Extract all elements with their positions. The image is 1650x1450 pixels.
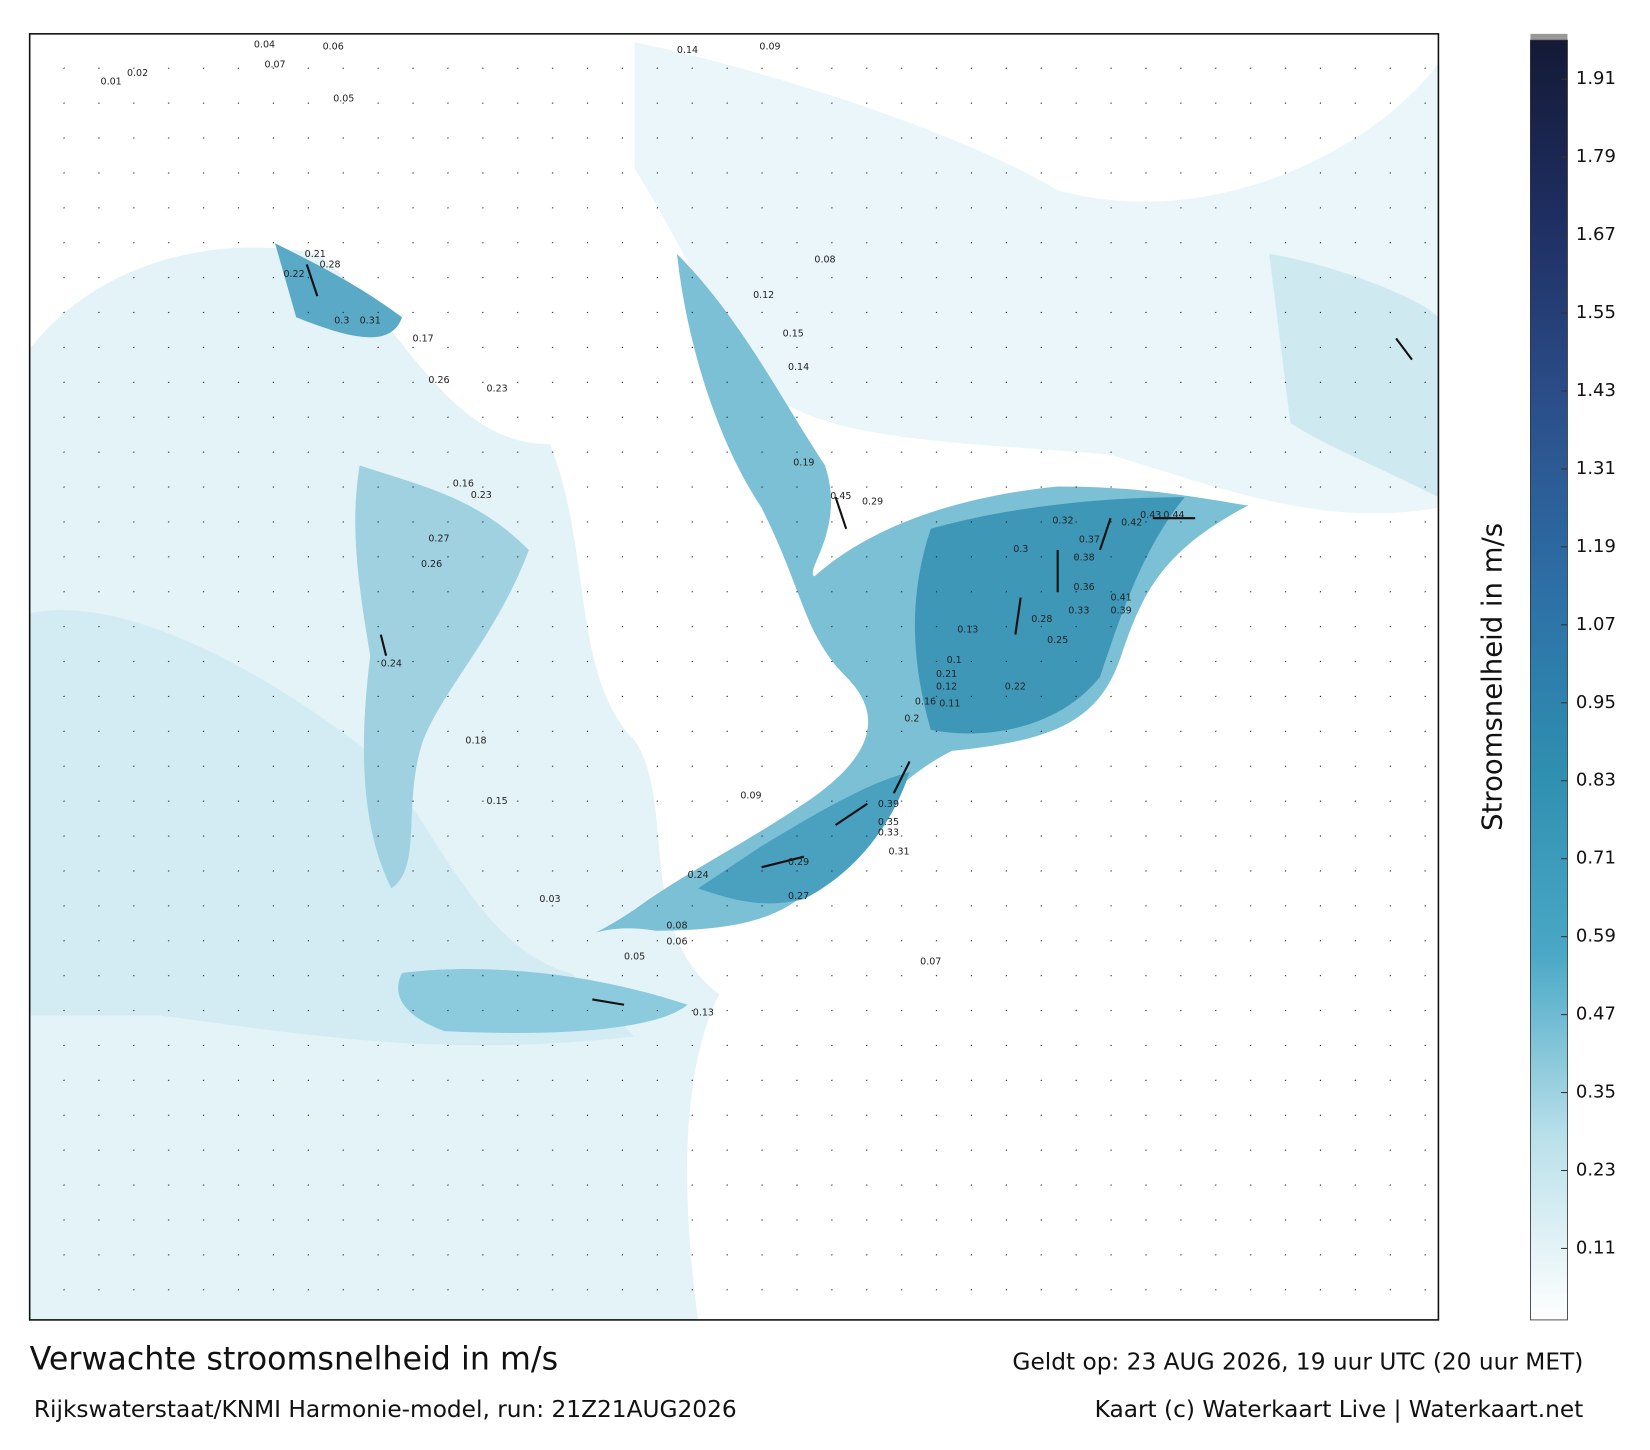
colorbar-cap [1530, 33, 1568, 41]
speed-label: 0.16 [453, 479, 474, 490]
map-area [29, 33, 1439, 1320]
colorbar-tick-label: 1.07 [1576, 614, 1616, 635]
speed-label: 0.24 [381, 658, 402, 669]
speed-label: 0.25 [1047, 635, 1068, 646]
valid-time: Geldt op: 23 AUG 2026, 19 uur UTC (20 uu… [1012, 1349, 1583, 1376]
colorbar-label: Stroomsnelheid in m/s [1476, 523, 1508, 831]
speed-label: 0.12 [936, 682, 957, 693]
speed-label: 0.01 [101, 77, 122, 88]
speed-label: 0.09 [759, 42, 780, 53]
speed-label: 0.12 [753, 290, 774, 301]
map-labels: 0.04 0.060.020.070.14 0.090.050.010.210.28… [101, 40, 1185, 1019]
speed-label: 0.11 [939, 698, 960, 709]
speed-label: 0.28 [1031, 614, 1052, 625]
speed-label: 0.08 [814, 254, 835, 265]
grid-dots [29, 33, 1439, 1320]
speed-label: 0.3 [1013, 544, 1028, 555]
speed-label: 0.18 [465, 736, 486, 747]
speed-label: 0.26 [421, 559, 442, 570]
speed-label: 0.45 [830, 491, 851, 502]
speed-label: 0.33 [878, 828, 899, 839]
speed-label: 0.28 [319, 260, 340, 271]
colorbar-tick-label: 1.19 [1576, 536, 1616, 557]
speed-label: 0.35 [878, 817, 899, 828]
speed-label: 0.21 [305, 249, 326, 260]
speed-label: 0.05 [333, 94, 354, 105]
speed-label: 0.06 [666, 936, 687, 947]
speed-label: 0.31 [888, 847, 909, 858]
speed-label: 0.24 [688, 870, 709, 881]
colorbar-tick-label: 0.59 [1576, 926, 1616, 947]
speed-label: 0.07 [920, 957, 941, 968]
colorbar-tick-label: 0.95 [1576, 692, 1616, 713]
speed-label: 0.22 [1005, 682, 1026, 693]
speed-label: 0.44 [1163, 510, 1184, 521]
speed-label: 0.42 [1121, 518, 1142, 529]
colorbar-tick-label: 0.35 [1576, 1082, 1616, 1103]
colorbar-tick-label: 0.71 [1576, 848, 1616, 869]
speed-label: 0.23 [471, 490, 492, 501]
speed-label: 0.41 [1111, 593, 1132, 604]
colorbar-tick-label: 0.47 [1576, 1004, 1616, 1025]
colorbar-tick-label: 1.79 [1576, 146, 1616, 167]
source: Rijkswaterstaat/KNMI Harmonie-model, run… [34, 1396, 737, 1423]
speed-label: 0.27 [788, 891, 809, 902]
speed-label: 0.29 [862, 496, 883, 507]
speed-label: 0.14 [788, 362, 809, 373]
speed-label: 0.38 [1074, 553, 1095, 564]
speed-label: 0.32 [1052, 516, 1073, 527]
speed-label: 0.21 [936, 669, 957, 680]
speed-label: 0.33 [1068, 605, 1089, 616]
speed-label: 0.16 [915, 696, 936, 707]
colorbar-tick-label: 1.91 [1576, 68, 1616, 89]
colorbar [1530, 39, 1568, 1321]
speed-label: 0.06 [323, 42, 344, 53]
speed-label: 0.09 [740, 791, 761, 802]
colorbar-tick-label: 1.43 [1576, 380, 1616, 401]
colorbar-tick-label: 1.31 [1576, 458, 1616, 479]
speed-label: 0.02 [127, 68, 148, 79]
colorbar-tick-label: 0.23 [1576, 1160, 1616, 1181]
speed-label: 0.13 [957, 624, 978, 635]
speed-label: 0.31 [360, 316, 381, 327]
speed-label: 0.1 [947, 655, 962, 666]
speed-label: 0.19 [793, 457, 814, 468]
speed-label: 0.13 [693, 1007, 714, 1018]
speed-label: 0.37 [1079, 535, 1100, 546]
speed-label: 0.43 [1140, 510, 1161, 521]
map-frame [28, 33, 1440, 1321]
colorbar-tick-label: 0.11 [1576, 1237, 1616, 1258]
arrows [305, 264, 1413, 1006]
speed-label: 0.03 [539, 894, 560, 905]
speed-label: 0.23 [487, 383, 508, 394]
speed-label: 0.26 [428, 375, 449, 386]
speed-label: 0.22 [283, 269, 304, 280]
speed-label: 0.14 [677, 45, 698, 56]
title: Verwachte stroomsnelheid in m/s [30, 1342, 558, 1378]
speed-label: 0.17 [413, 334, 434, 345]
colorbar-tick-label: 0.83 [1576, 770, 1616, 791]
speed-label: 0.27 [428, 534, 449, 545]
speed-label: 0.15 [783, 328, 804, 339]
speed-label: 0.2 [904, 713, 919, 724]
speed-label: 0.39 [878, 799, 899, 810]
speed-label: 0.36 [1074, 582, 1095, 593]
speed-label: 0.15 [487, 796, 508, 807]
speed-label: 0.08 [666, 921, 687, 932]
speed-label: 0.07 [264, 60, 285, 71]
speed-label: 0.29 [788, 857, 809, 868]
speed-label: 0.04 [254, 40, 275, 51]
speed-label: 0.39 [1111, 605, 1132, 616]
speed-label: 0.3 [334, 316, 349, 327]
speed-label: 0.05 [624, 951, 645, 962]
colorbar-tick-label: 1.55 [1576, 302, 1616, 323]
colorbar-ticks: 0.11 0.23 0.35 0.47 0.59 0.71 0.83 0.95 1.07 1.19… [1561, 68, 1616, 1258]
colorbar-tick-label: 1.67 [1576, 224, 1616, 245]
credit: Kaart (c) Waterkaart Live | Waterkaart.n… [1095, 1396, 1584, 1423]
